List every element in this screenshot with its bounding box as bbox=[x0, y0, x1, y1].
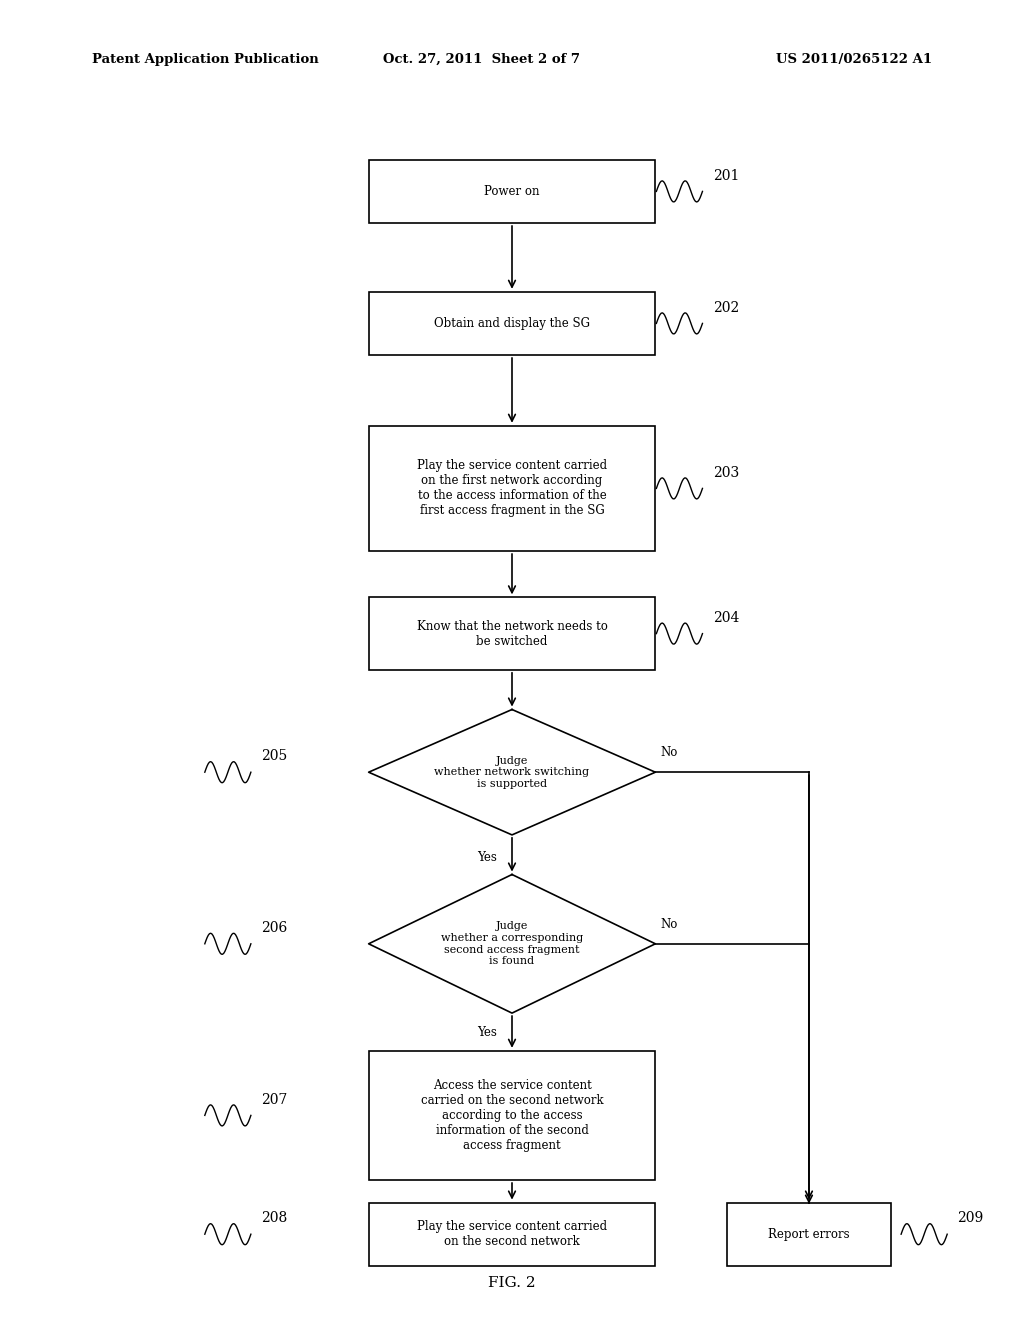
Text: 201: 201 bbox=[713, 169, 739, 182]
Text: Obtain and display the SG: Obtain and display the SG bbox=[434, 317, 590, 330]
Text: 203: 203 bbox=[713, 466, 739, 479]
Text: No: No bbox=[660, 746, 678, 759]
Text: Yes: Yes bbox=[477, 1027, 498, 1039]
Text: 208: 208 bbox=[261, 1212, 288, 1225]
FancyBboxPatch shape bbox=[369, 425, 655, 552]
Polygon shape bbox=[369, 875, 655, 1014]
Text: 207: 207 bbox=[261, 1093, 288, 1106]
Polygon shape bbox=[369, 710, 655, 836]
Text: 202: 202 bbox=[713, 301, 739, 314]
Text: Judge
whether network switching
is supported: Judge whether network switching is suppo… bbox=[434, 755, 590, 789]
Text: FIG. 2: FIG. 2 bbox=[488, 1276, 536, 1290]
FancyBboxPatch shape bbox=[369, 597, 655, 671]
FancyBboxPatch shape bbox=[369, 1051, 655, 1180]
Text: 204: 204 bbox=[713, 611, 739, 624]
FancyBboxPatch shape bbox=[727, 1203, 891, 1266]
Text: Yes: Yes bbox=[477, 851, 498, 863]
Text: 209: 209 bbox=[957, 1212, 984, 1225]
Text: Oct. 27, 2011  Sheet 2 of 7: Oct. 27, 2011 Sheet 2 of 7 bbox=[383, 53, 580, 66]
FancyBboxPatch shape bbox=[369, 1203, 655, 1266]
FancyBboxPatch shape bbox=[369, 160, 655, 223]
FancyBboxPatch shape bbox=[369, 292, 655, 355]
Text: Judge
whether a corresponding
second access fragment
is found: Judge whether a corresponding second acc… bbox=[441, 921, 583, 966]
Text: Report errors: Report errors bbox=[768, 1228, 850, 1241]
Text: No: No bbox=[660, 917, 678, 931]
Text: 205: 205 bbox=[261, 750, 288, 763]
Text: 206: 206 bbox=[261, 921, 288, 935]
Text: Play the service content carried
on the second network: Play the service content carried on the … bbox=[417, 1220, 607, 1249]
Text: Patent Application Publication: Patent Application Publication bbox=[92, 53, 318, 66]
Text: Access the service content
carried on the second network
according to the access: Access the service content carried on th… bbox=[421, 1078, 603, 1152]
Text: Know that the network needs to
be switched: Know that the network needs to be switch… bbox=[417, 619, 607, 648]
Text: Play the service content carried
on the first network according
to the access in: Play the service content carried on the … bbox=[417, 459, 607, 517]
Text: US 2011/0265122 A1: US 2011/0265122 A1 bbox=[776, 53, 932, 66]
Text: Power on: Power on bbox=[484, 185, 540, 198]
